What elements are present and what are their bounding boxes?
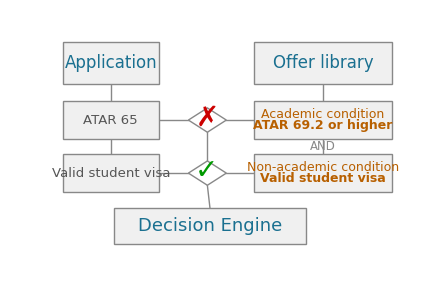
FancyBboxPatch shape — [114, 208, 306, 244]
Text: ✗: ✗ — [196, 104, 219, 132]
Text: ✓: ✓ — [195, 157, 218, 185]
FancyBboxPatch shape — [62, 154, 159, 193]
FancyBboxPatch shape — [254, 42, 392, 84]
Text: Application: Application — [65, 54, 157, 72]
Text: AND: AND — [310, 140, 336, 153]
Text: Valid student visa: Valid student visa — [260, 172, 386, 185]
Polygon shape — [188, 108, 227, 132]
Text: Decision Engine: Decision Engine — [138, 217, 282, 235]
Text: Offer library: Offer library — [273, 54, 373, 72]
Text: Non-academic condition: Non-academic condition — [247, 161, 399, 174]
FancyBboxPatch shape — [62, 42, 159, 84]
FancyBboxPatch shape — [254, 101, 392, 139]
Text: ATAR 65: ATAR 65 — [84, 114, 138, 127]
Polygon shape — [188, 161, 227, 185]
Text: Academic condition: Academic condition — [261, 108, 384, 121]
FancyBboxPatch shape — [62, 101, 159, 139]
Text: Valid student visa: Valid student visa — [52, 167, 170, 180]
FancyBboxPatch shape — [254, 154, 392, 193]
Text: ATAR 69.2 or higher: ATAR 69.2 or higher — [253, 119, 392, 132]
